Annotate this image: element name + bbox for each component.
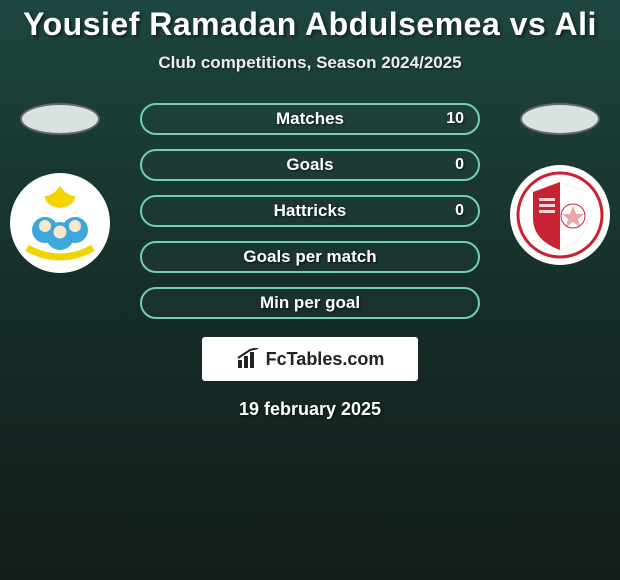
left-player-column xyxy=(10,103,110,273)
stat-label: Goals per match xyxy=(243,247,376,267)
comparison-panel: Matches 10 Goals 0 Hattricks 0 Goals per… xyxy=(0,103,620,420)
brand-badge: FcTables.com xyxy=(202,337,418,381)
stat-row-min-per-goal: Min per goal xyxy=(140,287,480,319)
stat-label: Min per goal xyxy=(260,293,360,313)
stats-list: Matches 10 Goals 0 Hattricks 0 Goals per… xyxy=(140,103,480,319)
stat-value: 0 xyxy=(455,202,464,220)
stat-row-goals-per-match: Goals per match xyxy=(140,241,480,273)
crest-left-icon xyxy=(15,178,105,268)
stat-row-goals: Goals 0 xyxy=(140,149,480,181)
stat-label: Goals xyxy=(286,155,333,175)
subtitle: Club competitions, Season 2024/2025 xyxy=(0,53,620,73)
crest-right-icon xyxy=(515,170,605,260)
stat-label: Hattricks xyxy=(274,201,347,221)
page-title: Yousief Ramadan Abdulsemea vs Ali xyxy=(0,0,620,43)
stat-label: Matches xyxy=(276,109,344,129)
club-crest-left xyxy=(10,173,110,273)
stat-row-hattricks: Hattricks 0 xyxy=(140,195,480,227)
player-photo-placeholder-left xyxy=(20,103,100,135)
stat-value: 10 xyxy=(446,110,464,128)
club-crest-right xyxy=(510,165,610,265)
brand-chart-icon xyxy=(236,348,262,370)
stat-row-matches: Matches 10 xyxy=(140,103,480,135)
date-label: 19 february 2025 xyxy=(0,399,620,420)
right-player-column xyxy=(510,103,610,265)
stat-value: 0 xyxy=(455,156,464,174)
brand-text: FcTables.com xyxy=(266,349,385,370)
player-photo-placeholder-right xyxy=(520,103,600,135)
